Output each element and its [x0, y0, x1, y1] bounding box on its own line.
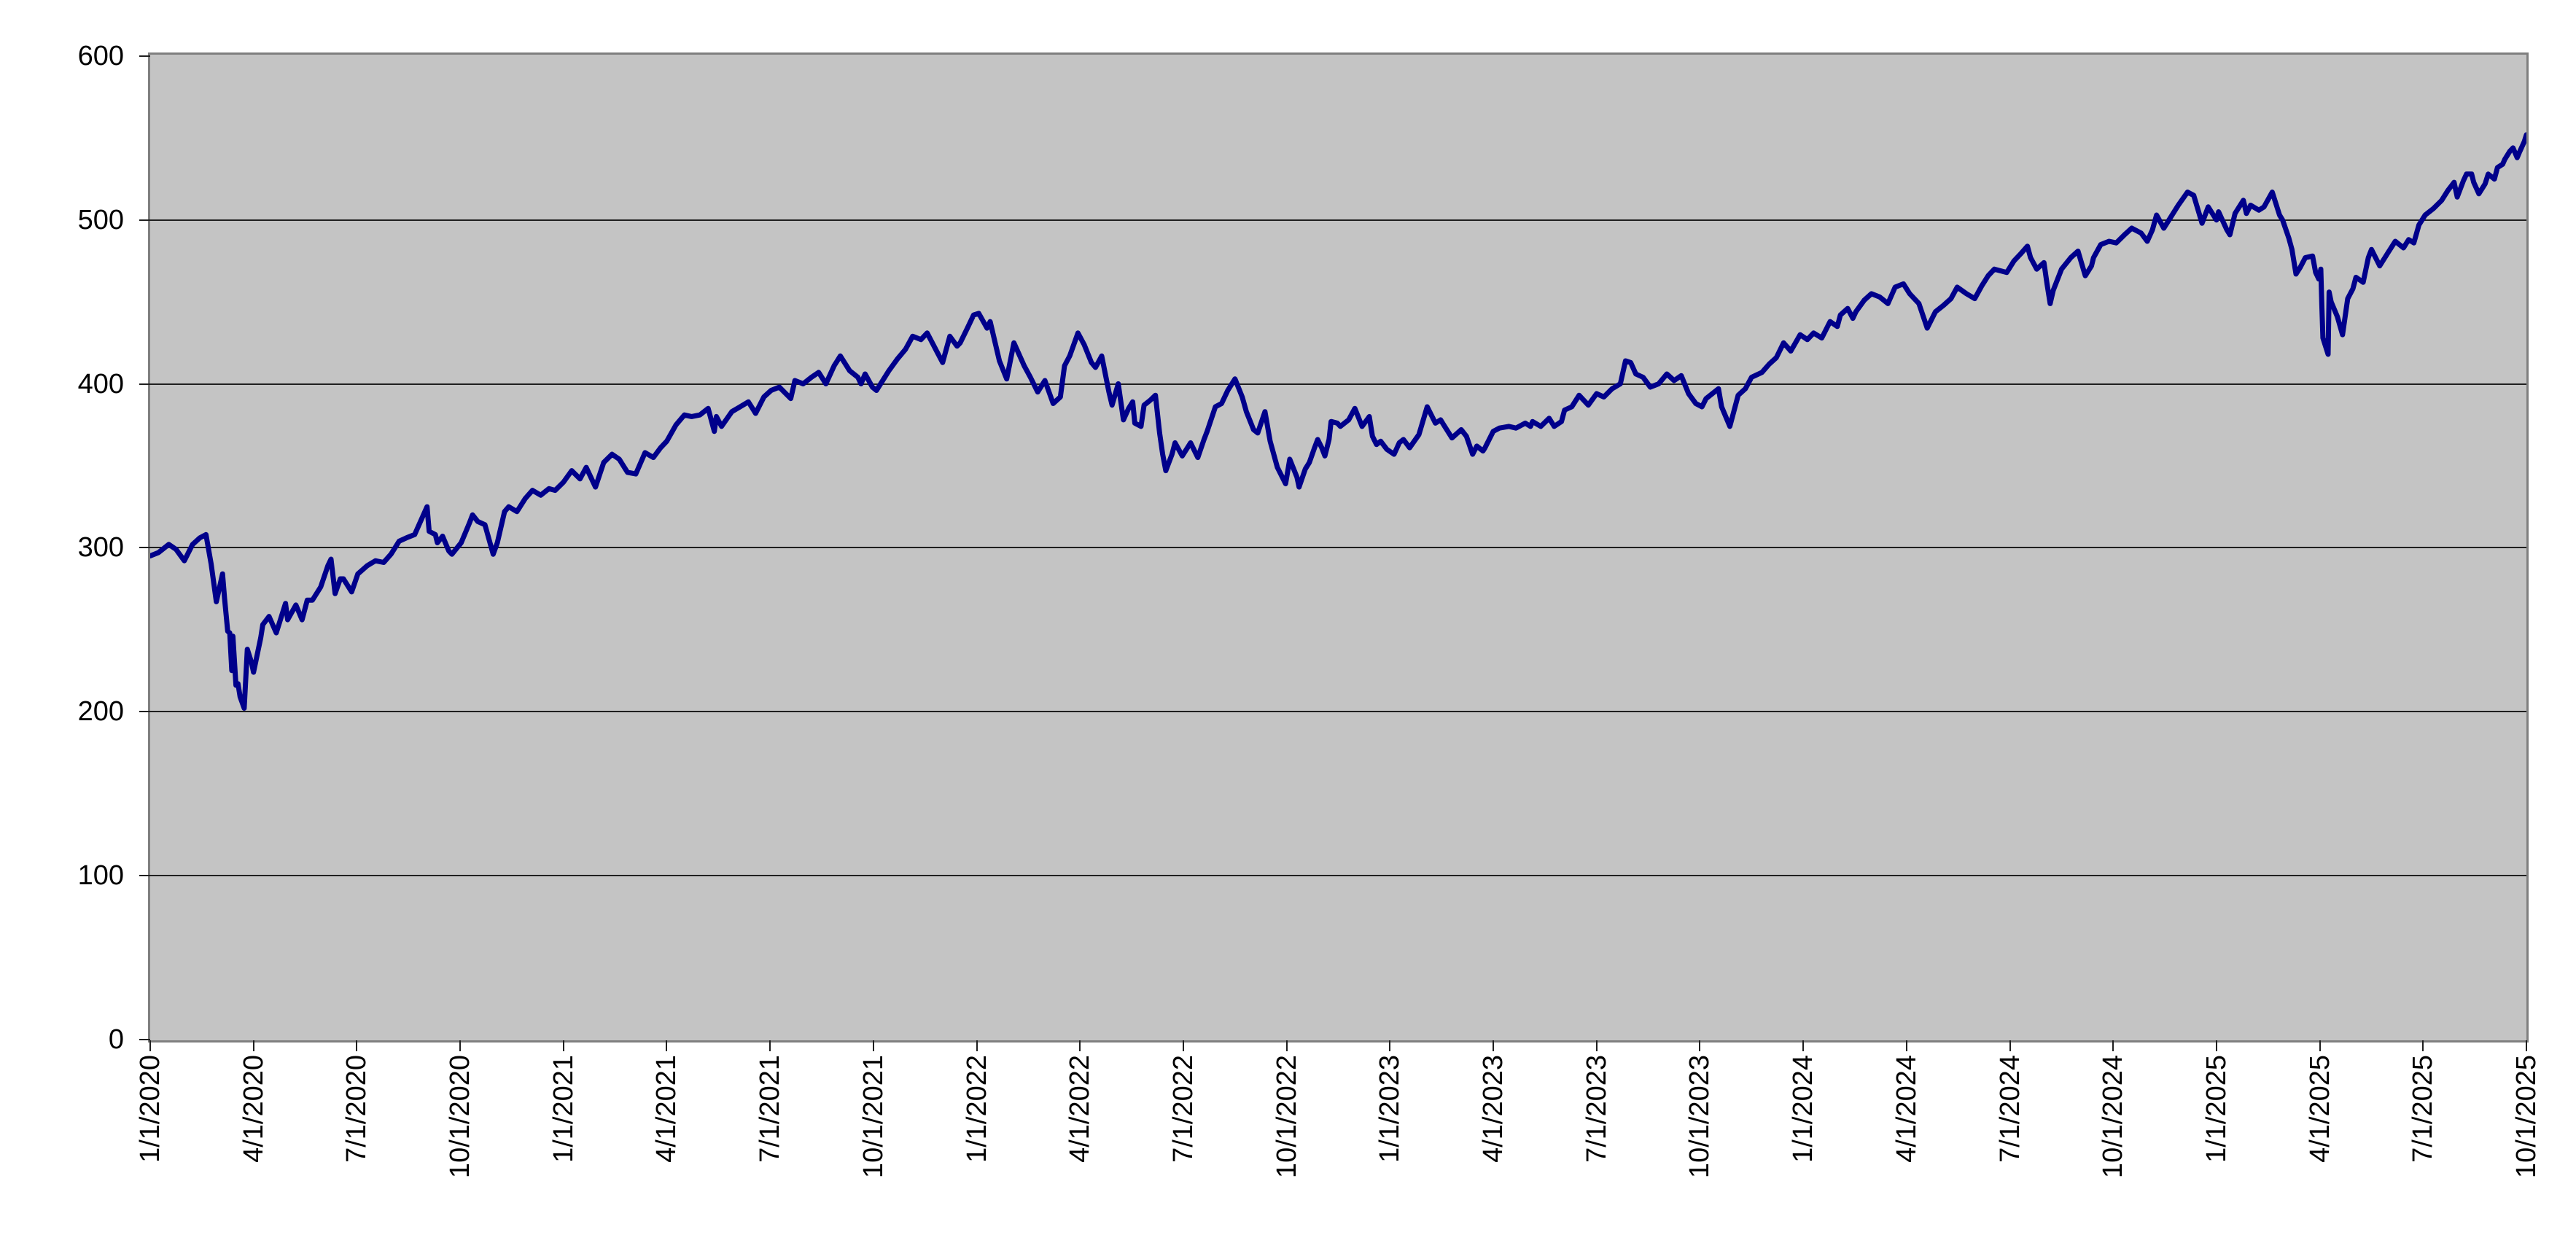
x-axis-tick [356, 1040, 358, 1051]
x-axis-tick [769, 1040, 771, 1051]
x-axis-tick [562, 1040, 564, 1051]
x-axis-tick-label-text: 1/1/2024 [1788, 1055, 1819, 1163]
x-axis-tick [459, 1040, 462, 1051]
x-axis-tick-label-text: 10/1/2025 [2511, 1055, 2542, 1179]
x-axis-tick [1285, 1040, 1288, 1051]
x-axis-tick-label-text: 1/1/2025 [2201, 1055, 2232, 1163]
x-axis-tick [976, 1040, 978, 1051]
x-axis-tick [2526, 1040, 2527, 1051]
x-axis-tick-label-text: 7/1/2021 [755, 1055, 786, 1163]
gridline-100 [150, 874, 2526, 876]
y-axis-tick [139, 383, 150, 385]
gridline-300 [150, 547, 2526, 549]
x-axis-tick [1493, 1040, 1495, 1051]
x-axis-tick-label-text: 4/1/2022 [1065, 1055, 1096, 1163]
x-axis-tick [1182, 1040, 1184, 1051]
x-axis-tick-label-text: 4/1/2020 [238, 1055, 269, 1163]
y-axis-tick [139, 711, 150, 712]
x-axis-tick-label-text: 4/1/2021 [651, 1055, 682, 1163]
y-axis-tick [139, 55, 150, 57]
y-axis-tick-label: 100 [77, 860, 124, 891]
x-axis-tick [252, 1040, 254, 1051]
x-axis-tick [1699, 1040, 1701, 1051]
x-axis-tick [872, 1040, 874, 1051]
x-axis-tick-label-text: 10/1/2022 [1271, 1055, 1302, 1179]
x-axis-tick-label-text: 7/1/2023 [1581, 1055, 1612, 1163]
y-axis-tick [139, 1038, 150, 1040]
y-axis-tick-label: 600 [77, 41, 124, 71]
x-axis-tick-label-text: 7/1/2022 [1167, 1055, 1199, 1163]
x-axis-tick [1905, 1040, 1907, 1051]
x-axis-tick-label-text: 7/1/2024 [1994, 1055, 2026, 1163]
price-line [150, 132, 2526, 711]
x-axis-tick [666, 1040, 668, 1051]
x-axis-tick [1595, 1040, 1598, 1051]
x-axis-tick-label-text: 7/1/2025 [2408, 1055, 2439, 1163]
y-axis-tick [139, 874, 150, 876]
x-axis-tick-label-text: 4/1/2025 [2304, 1055, 2335, 1163]
x-axis-tick-label-text: 10/1/2024 [2098, 1055, 2129, 1179]
x-axis-tick [2112, 1040, 2114, 1051]
y-axis-tick-label: 300 [77, 532, 124, 564]
x-axis-tick-label-text: 10/1/2020 [445, 1055, 476, 1179]
y-axis-tick [139, 219, 150, 221]
x-axis-tick-label-text: 1/1/2022 [961, 1055, 992, 1163]
y-axis-tick-label: 200 [77, 696, 124, 727]
y-axis-tick-label: 0 [108, 1024, 124, 1055]
x-axis-tick [2215, 1040, 2217, 1051]
x-axis-tick [2009, 1040, 2011, 1051]
x-axis-tick-label-text: 10/1/2023 [1684, 1055, 1716, 1179]
price-line-series [150, 132, 2526, 711]
gridline-400 [150, 383, 2526, 385]
y-axis-tick [139, 547, 150, 549]
gridline-500 [150, 219, 2526, 221]
x-axis-tick-label-text: 10/1/2021 [857, 1055, 889, 1179]
x-axis-tick-label-text: 4/1/2023 [1478, 1055, 1509, 1163]
x-axis-tick [2422, 1040, 2424, 1051]
x-axis-tick-label-text: 1/1/2020 [135, 1055, 166, 1163]
x-axis-tick-label-text: 7/1/2020 [341, 1055, 373, 1163]
y-axis-tick-label: 400 [77, 368, 124, 400]
x-axis-tick [149, 1040, 151, 1051]
gridline-200 [150, 711, 2526, 712]
x-axis-tick [1389, 1040, 1391, 1051]
x-axis-tick [1802, 1040, 1805, 1051]
x-axis-tick [1079, 1040, 1081, 1051]
x-axis-tick-label-text: 1/1/2021 [548, 1055, 579, 1163]
x-axis-tick-label-text: 4/1/2024 [1891, 1055, 1922, 1163]
x-axis-tick [2319, 1040, 2321, 1051]
x-axis-tick-label-text: 1/1/2023 [1374, 1055, 1406, 1163]
y-axis-tick-label: 500 [77, 204, 124, 235]
